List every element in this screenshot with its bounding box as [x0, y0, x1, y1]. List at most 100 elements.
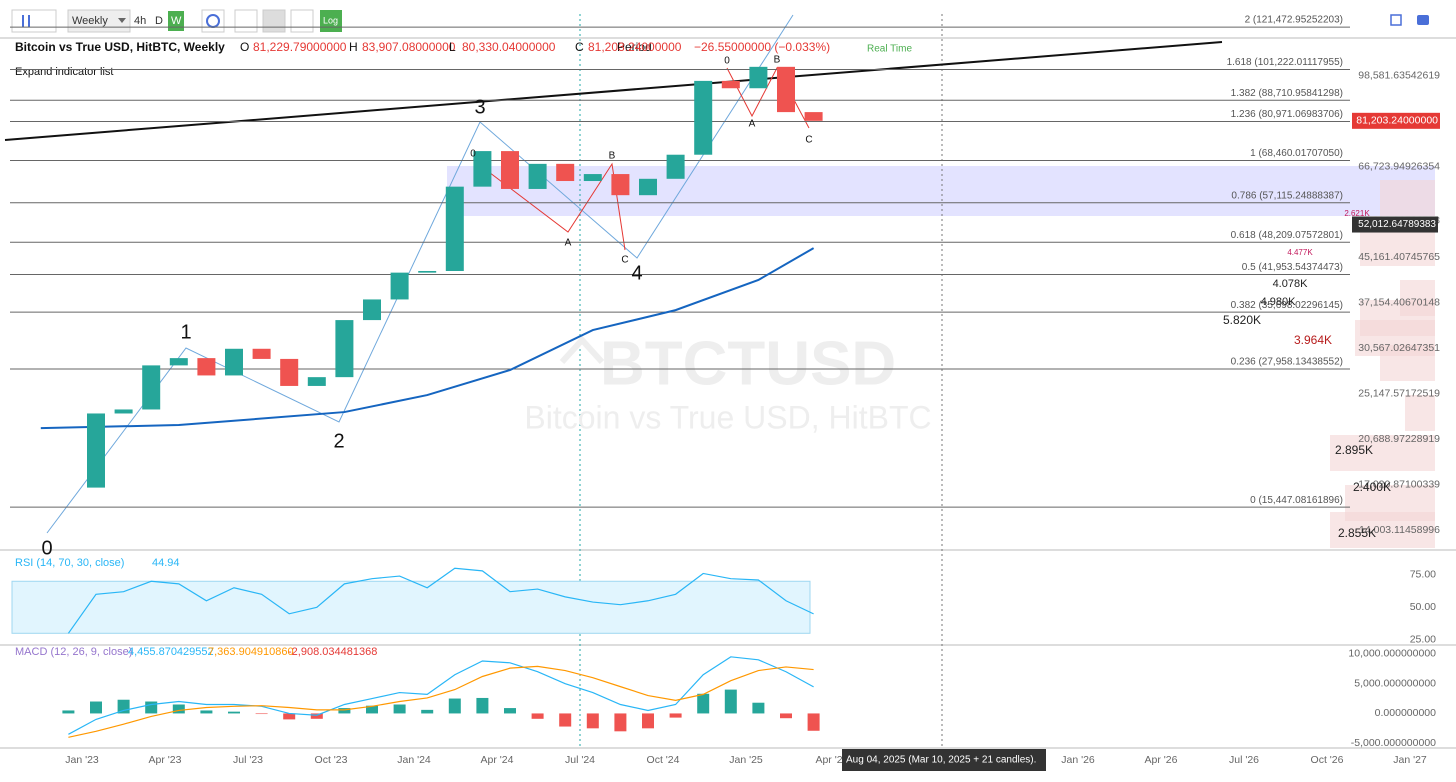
y-tick-label: 25,147.57172519	[1358, 387, 1440, 399]
volume-label: 3.964K	[1294, 333, 1332, 347]
volume-label: 4.078K	[1273, 278, 1309, 290]
candle	[473, 151, 492, 187]
log-label: Log	[323, 15, 338, 25]
ohlc-key: H	[349, 40, 358, 54]
ohlc-value: 83,907.08000000	[362, 40, 456, 54]
candle	[363, 299, 381, 321]
settings-button[interactable]	[201, 9, 225, 33]
candle	[169, 358, 188, 366]
button[interactable]: W	[171, 15, 182, 27]
candle	[197, 358, 216, 376]
ohlc-key: L	[449, 40, 456, 54]
macd-hist	[228, 711, 240, 714]
toolbar: Weekly 4h D W Log	[11, 9, 1429, 33]
x-tick-label: Apr '2	[815, 754, 842, 766]
candle	[611, 174, 630, 196]
macd-hist	[366, 705, 378, 714]
macd-hist	[338, 708, 351, 714]
candle	[583, 174, 602, 182]
volume-label: 5.820K	[1223, 313, 1261, 327]
candle	[501, 151, 519, 189]
tool-button[interactable]	[290, 9, 314, 33]
macd-hist	[642, 713, 654, 729]
tool-button[interactable]	[234, 9, 258, 33]
rsi-tick-label: 50.00	[1410, 601, 1436, 613]
tool-button[interactable]	[262, 9, 286, 33]
frame	[0, 37, 1456, 749]
macd-line	[68, 656, 814, 735]
fib-label: 2 (121,472.95252203)	[1245, 15, 1343, 26]
wave-line	[46, 14, 794, 534]
macd-label: MACD (12, 26, 9, close)	[15, 646, 132, 658]
candle	[307, 377, 326, 386]
icon	[118, 18, 126, 23]
wave-label: 0	[41, 537, 52, 559]
macd-hist	[559, 713, 572, 727]
sub-wave-label: 0	[470, 149, 476, 160]
candle	[445, 186, 464, 271]
macd-hist	[504, 708, 516, 714]
last-price: 81,203.24000000	[1356, 115, 1438, 127]
interval-select[interactable]	[67, 9, 131, 33]
macd-hist	[531, 713, 544, 719]
volume-label: 2.895K	[1335, 443, 1373, 457]
wave-label: 4	[631, 262, 642, 284]
macd-hist	[669, 713, 682, 718]
x-tick-label: Apr '23	[149, 754, 182, 766]
rsi-line	[67, 567, 814, 634]
fib-label: 0 (15,447.08161896)	[1250, 495, 1343, 506]
icon	[22, 15, 24, 27]
x-tick-label: Jan '27	[1393, 754, 1427, 766]
x-tick-label: Jan '24	[397, 754, 431, 766]
candle	[528, 163, 547, 189]
sub-wave-label: B	[609, 151, 616, 162]
volume-label: 4.477K	[1287, 248, 1313, 257]
sub-wave-label: C	[621, 255, 628, 266]
macd-hist	[614, 713, 627, 732]
expand-indicators[interactable]: Expand indicator list	[15, 66, 113, 78]
macd-tick-label: 5,000.000000000	[1354, 677, 1436, 689]
macd-hist	[724, 689, 737, 714]
volume-label: 2.855K	[1338, 526, 1376, 540]
period-key: Period	[617, 40, 652, 54]
watermark-icon	[559, 335, 605, 365]
log-button[interactable]	[320, 10, 342, 32]
macd-tick-label: -5,000.000000000	[1351, 737, 1436, 749]
y-tick-label: 20,688.97228919	[1358, 433, 1440, 445]
symbol: Bitcoin vs True USD, HitBTC, Weekly	[15, 40, 225, 54]
x-tick-label: Oct '24	[647, 754, 680, 766]
ohlc-value: 80,330.04000000	[462, 40, 556, 54]
watermark-symbol: BTCTUSD	[600, 329, 896, 398]
button[interactable]: 4h	[134, 15, 146, 27]
volume-profile-bar	[1405, 395, 1435, 431]
candle	[749, 66, 768, 89]
snapshot-button[interactable]	[1417, 15, 1429, 25]
sub-wave-label: A	[749, 119, 756, 130]
macd-hist	[90, 701, 102, 714]
rsi-label: RSI (14, 70, 30, close)	[15, 557, 124, 569]
macd-tick-label: 0.000000000	[1375, 707, 1436, 719]
rsi-value: 44.94	[152, 557, 180, 569]
legend: Bitcoin vs True USD, HitBTC, Weekly Expa…	[15, 40, 912, 658]
macd-hist	[255, 713, 268, 715]
crosshair-time: Aug 04, 2025 (Mar 10, 2025 + 21 candles)…	[846, 755, 1036, 766]
wave-label: 1	[180, 321, 191, 343]
button-active[interactable]	[168, 11, 184, 31]
volume-profile-bar	[1380, 180, 1435, 216]
volume-profile-bar	[1330, 512, 1435, 548]
ohlc-value: 81,229.79000000	[253, 40, 347, 54]
watermark-name: Bitcoin vs True USD, HitBTC	[524, 399, 931, 435]
crosshair-price: 52,012.64789383	[1358, 219, 1436, 230]
interval: Weekly	[72, 15, 108, 27]
macd-hist	[476, 697, 489, 714]
button[interactable]: D	[155, 15, 163, 27]
candle	[87, 413, 105, 488]
fib-label: 0.382 (35,698.02296145)	[1231, 300, 1343, 311]
macd-hist	[62, 710, 75, 714]
chart-type-button[interactable]	[11, 9, 57, 33]
macd-hist	[200, 710, 213, 714]
trend-line	[4, 41, 1223, 141]
fullscreen-button[interactable]	[1390, 14, 1402, 26]
signal-value: 7,363.904910860	[208, 646, 294, 658]
macd-hist	[421, 709, 434, 714]
